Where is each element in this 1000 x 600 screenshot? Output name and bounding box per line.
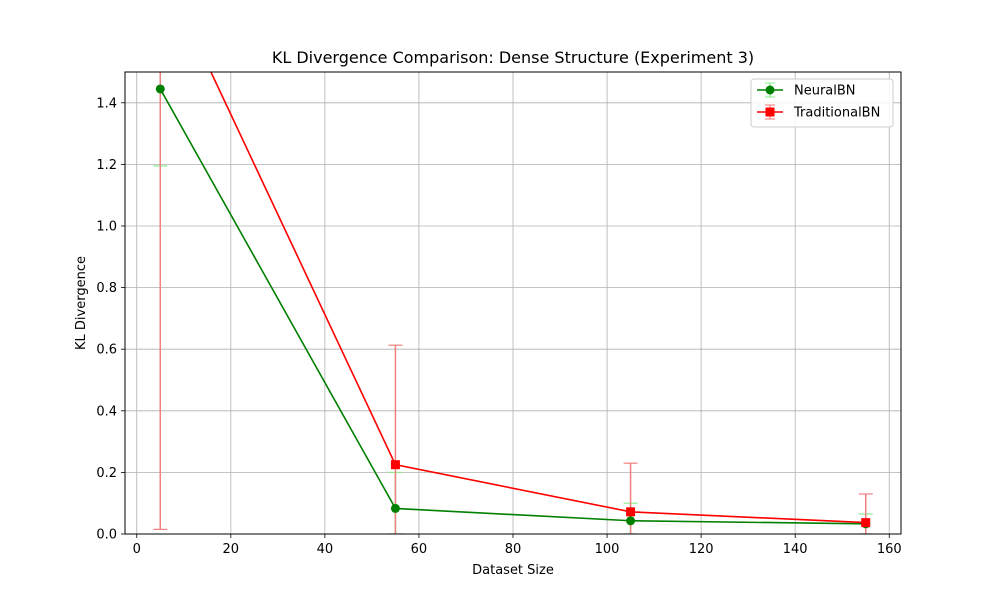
data-point-neuralbn: [626, 516, 636, 526]
data-point-traditionalbn: [861, 518, 871, 528]
x-tick-label: 160: [877, 542, 902, 557]
legend-marker: [765, 85, 775, 95]
x-tick-label: 140: [783, 542, 808, 557]
y-tick-label: 0.4: [96, 404, 117, 419]
y-axis-ticks: 0.0 0.2 0.4 0.6 0.8 1.0 1.2 1.4: [96, 96, 125, 543]
legend-label-traditionalbn: TraditionalBN: [793, 106, 880, 121]
y-tick-label: 1.0: [96, 220, 117, 235]
legend-box: [750, 78, 894, 128]
data-point-neuralbn: [390, 503, 400, 513]
x-tick-label: 120: [689, 542, 714, 557]
x-tick-label: 40: [317, 542, 334, 557]
x-tick-label: 100: [595, 542, 620, 557]
x-tick-label: 0: [133, 542, 141, 557]
x-tick-label: 20: [223, 542, 240, 557]
y-tick-label: 1.4: [96, 96, 117, 111]
data-point-traditionalbn: [626, 507, 636, 517]
data-point-neuralbn: [155, 84, 165, 94]
chart-title: KL Divergence Comparison: Dense Structur…: [272, 48, 754, 67]
x-tick-label: 80: [505, 542, 522, 557]
y-tick-label: 0.0: [96, 528, 117, 543]
x-axis-ticks: 0 20 40 60 80 100 120 140 160: [133, 534, 902, 557]
y-tick-label: 0.8: [96, 281, 117, 296]
series-line-neuralbn: [159, 88, 866, 525]
series-lines: [159, 72, 866, 525]
series-line-traditionalbn: [210, 72, 866, 524]
legend: NeuralBN TraditionalBN: [750, 78, 894, 128]
y-axis-label: KL Divergence: [74, 256, 89, 350]
x-axis-label: Dataset Size: [472, 563, 554, 578]
y-tick-label: 0.2: [96, 466, 117, 481]
legend-marker: [765, 107, 775, 117]
legend-label-neuralbn: NeuralBN: [794, 84, 856, 99]
y-tick-label: 1.2: [96, 158, 117, 173]
x-tick-label: 60: [411, 542, 428, 557]
y-tick-label: 0.6: [96, 343, 117, 358]
series-markers: [155, 84, 871, 529]
data-point-traditionalbn: [390, 460, 400, 470]
